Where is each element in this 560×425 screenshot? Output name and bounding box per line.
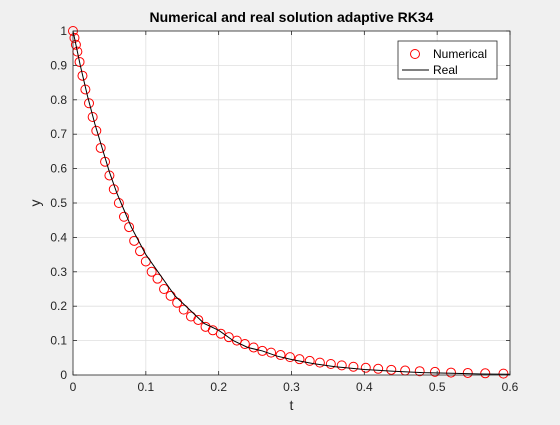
data-point-numerical xyxy=(178,304,189,315)
data-point-numerical xyxy=(77,70,88,81)
data-point-numerical xyxy=(360,362,371,373)
y-axis-label: y xyxy=(27,200,43,207)
legend-marker-numerical xyxy=(410,49,420,59)
data-point-numerical xyxy=(152,273,163,284)
data-point-numerical xyxy=(294,354,305,365)
ticks: 0 0.1 0.2 0.3 0.4 0.5 0.6 0 0.1 0.2 0.3 0.4 0.5 0.6 0.… xyxy=(50,24,518,394)
x-tick-label: 0.2 xyxy=(210,380,227,394)
data-point-numerical xyxy=(159,284,170,294)
data-point-numerical xyxy=(480,368,491,379)
x-tick-label: 0.5 xyxy=(429,380,446,394)
data-point-numerical xyxy=(304,355,315,366)
data-point-numerical xyxy=(462,367,473,378)
data-point-numerical xyxy=(146,266,157,277)
data-point-numerical xyxy=(91,125,102,136)
legend-label-numerical: Numerical xyxy=(433,47,487,61)
legend: Numerical Real xyxy=(397,40,498,80)
data-point-numerical xyxy=(87,112,98,122)
data-point-numerical xyxy=(414,366,425,377)
data-point-numerical xyxy=(193,314,204,325)
y-tick-label: 0.9 xyxy=(50,58,67,72)
y-tick-label: 0.6 xyxy=(50,162,67,176)
data-point-numerical xyxy=(275,350,286,361)
x-tick-label: 0.6 xyxy=(502,380,519,394)
data-point-numerical xyxy=(348,361,359,372)
data-point-numerical xyxy=(498,368,509,379)
y-tick-label: 0.2 xyxy=(50,299,67,313)
y-tick-label: 0.8 xyxy=(50,93,67,107)
x-tick-label: 0 xyxy=(70,380,77,394)
chart-title: Numerical and real solution adaptive RK3… xyxy=(150,9,434,25)
x-tick-label: 0.1 xyxy=(137,380,154,394)
y-tick-label: 0.7 xyxy=(50,127,67,141)
data-point-numerical xyxy=(74,56,85,67)
data-point-numerical xyxy=(84,98,95,109)
y-tick-label: 0 xyxy=(60,368,67,382)
legend-box xyxy=(397,40,498,80)
data-point-numerical xyxy=(336,360,347,371)
data-point-numerical xyxy=(69,32,80,43)
data-point-numerical xyxy=(373,363,384,374)
x-tick-label: 0.4 xyxy=(356,380,373,394)
series-line-real xyxy=(72,30,511,375)
data-point-numerical xyxy=(118,211,129,222)
legend-label-real: Real xyxy=(433,63,458,77)
y-tick-label: 0.4 xyxy=(50,230,67,244)
series-layer xyxy=(68,26,511,379)
y-tick-label: 0.5 xyxy=(50,196,67,210)
data-point-numerical xyxy=(429,366,440,377)
data-point-numerical xyxy=(70,39,81,50)
data-point-numerical xyxy=(446,367,457,378)
y-tick-label: 0.1 xyxy=(50,334,67,348)
y-tick-label: 1 xyxy=(60,24,67,38)
y-tick-label: 0.3 xyxy=(50,265,67,279)
data-point-numerical xyxy=(314,357,325,368)
data-point-numerical xyxy=(285,352,296,363)
data-point-numerical xyxy=(325,358,336,369)
x-tick-label: 0.3 xyxy=(283,380,300,394)
x-axis-label: t xyxy=(290,397,294,413)
data-point-numerical xyxy=(386,364,397,375)
